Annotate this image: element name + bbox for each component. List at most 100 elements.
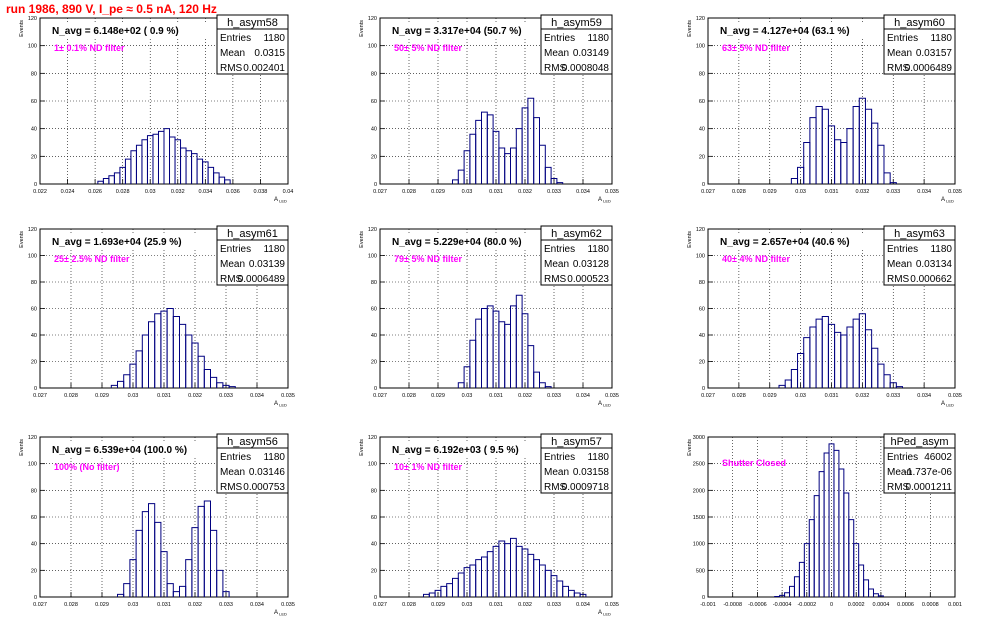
navg-label: N_avg = 6.539e+04 (100.0 %)	[52, 445, 187, 456]
navg-label: N_avg = 5.229e+04 (80.0 %)	[392, 237, 522, 248]
x-tick-label: 0.0008	[922, 602, 939, 608]
stats-value: 0.0006489	[238, 274, 286, 285]
y-tick-label: 80	[371, 488, 377, 494]
x-tick-label: 0.026	[88, 189, 102, 195]
histogram-name: h_asym58	[227, 17, 278, 29]
x-tick-label: 0.033	[886, 189, 900, 195]
stats-value: 0.0001211	[905, 482, 952, 493]
histogram-bin	[895, 386, 904, 388]
histogram-name: h_asym59	[551, 17, 602, 29]
y-tick-label: 80	[699, 280, 705, 286]
navg-bg	[386, 24, 539, 38]
x-tick-label: 0.032	[518, 393, 532, 399]
x-tick-label: 0.033	[547, 393, 561, 399]
navg-bg	[714, 235, 882, 249]
histogram-bin	[539, 144, 546, 184]
navg-label: N_avg = 2.657e+04 (40.6 %)	[720, 237, 850, 248]
stats-label: RMS	[544, 63, 567, 74]
x-tick-label: 0.029	[431, 189, 445, 195]
x-tick-label: 0.034	[917, 189, 931, 195]
y-tick-label: 40	[699, 127, 705, 133]
x-tick-label: 0.034	[576, 602, 590, 608]
stats-value: 1180	[263, 452, 285, 463]
x-tick-label: 0.035	[948, 393, 962, 399]
y-tick-label: 120	[696, 227, 705, 233]
y-tick-label: 1500	[693, 515, 705, 521]
x-axis-label: A LED	[941, 197, 954, 204]
y-tick-label: 0	[34, 595, 37, 601]
x-tick-label: 0.03	[462, 189, 473, 195]
y-tick-label: 80	[31, 71, 37, 77]
y-tick-label: 120	[368, 227, 377, 233]
stats-value: 1180	[587, 244, 609, 255]
x-tick-label: 0.027	[373, 189, 387, 195]
y-axis-label: Events	[687, 20, 693, 37]
stats-label: Mean	[544, 259, 569, 270]
stats-value: 0.03149	[573, 48, 610, 59]
x-tick-label: 0.034	[198, 189, 212, 195]
navg-label: N_avg = 1.693e+04 (25.9 %)	[52, 237, 182, 248]
x-tick-label: 0.035	[605, 393, 619, 399]
stats-label: RMS	[220, 63, 243, 74]
x-tick-label: 0.033	[886, 393, 900, 399]
filter-annotation: 50± 5% ND filter	[394, 43, 462, 53]
navg-label: N_avg = 6.192e+03 ( 9.5 %)	[392, 445, 519, 456]
y-tick-label: 20	[699, 360, 705, 366]
y-tick-label: 120	[28, 435, 37, 441]
x-tick-label: 0.032	[171, 189, 185, 195]
filter-annotation: 1± 0.1% ND filter	[54, 43, 125, 53]
y-axis-label: Events	[19, 439, 25, 456]
x-tick-label: 0.034	[250, 602, 264, 608]
y-tick-label: 120	[28, 227, 37, 233]
histogram-bin	[889, 182, 897, 184]
stats-value: 1180	[263, 33, 285, 44]
stats-value: -1.737e-06	[904, 467, 953, 478]
y-tick-label: 3000	[693, 435, 705, 441]
y-tick-label: 60	[371, 515, 377, 521]
stats-label: Mean	[887, 48, 912, 59]
x-tick-label: 0.029	[763, 393, 777, 399]
y-tick-label: 120	[368, 16, 377, 22]
navg-bg	[46, 24, 215, 38]
stats-value: 0.0009718	[562, 482, 610, 493]
stats-label: Mean	[220, 48, 245, 59]
x-tick-label: 0.031	[489, 393, 503, 399]
stats-value: 1180	[587, 452, 609, 463]
x-tick-label: 0.001	[948, 602, 962, 608]
panel-h_asym59: 0.027 0.028 0.029 0.03 0.031 0.032 0.033 0.034 0…	[359, 14, 619, 204]
x-tick-label: 0.031	[489, 602, 503, 608]
y-tick-label: 500	[696, 568, 705, 574]
x-tick-label: 0.0004	[872, 602, 889, 608]
y-tick-label: 20	[371, 568, 377, 574]
histogram-bin	[544, 386, 552, 388]
y-tick-label: 80	[31, 488, 37, 494]
y-tick-label: 20	[371, 360, 377, 366]
page-title: run 1986, 890 V, I_pe ≈ 0.5 nA, 120 Hz	[6, 2, 217, 16]
x-tick-label: 0.033	[219, 602, 233, 608]
x-axis-label: A LED	[598, 610, 611, 617]
histogram-bin	[863, 579, 870, 597]
filter-annotation: Shutter Closed	[722, 458, 786, 468]
panel-hPed_asym: -0.001 -0.0008 -0.0006 -0.0004 -0.0002 0 0.000…	[687, 433, 962, 608]
stats-box	[883, 225, 956, 286]
y-tick-label: 20	[699, 154, 705, 160]
stats-label: RMS	[220, 482, 243, 493]
navg-label: N_avg = 4.127e+04 (63.1 %)	[720, 26, 850, 37]
x-tick-label: 0.029	[763, 189, 777, 195]
stats-value: 0.0315	[254, 48, 285, 59]
y-tick-label: 20	[31, 360, 37, 366]
histogram-name: h_asym63	[894, 228, 945, 240]
stats-value: 1180	[930, 33, 952, 44]
histogram-name: h_asym60	[894, 17, 945, 29]
histogram-name: h_asym56	[227, 436, 278, 448]
stats-label: Entries	[887, 33, 918, 44]
stats-label: Entries	[544, 244, 575, 255]
stats-value: 0.03134	[916, 259, 953, 270]
x-tick-label: 0.028	[402, 393, 416, 399]
histogram-bin	[877, 595, 884, 597]
x-tick-label: 0.027	[33, 602, 47, 608]
x-tick-label: 0.035	[281, 393, 295, 399]
histogram-bin	[872, 593, 879, 597]
histogram-bin	[883, 374, 891, 388]
histogram-bin	[868, 588, 874, 597]
